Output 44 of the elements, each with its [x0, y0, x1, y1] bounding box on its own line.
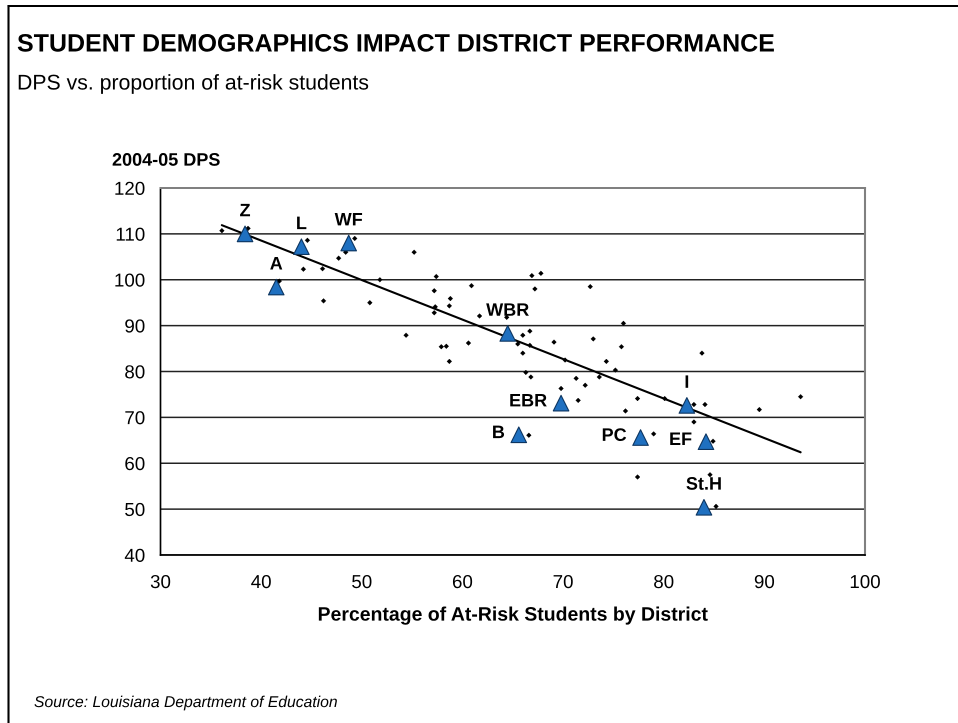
- point: [293, 238, 310, 256]
- data-label: WBR: [486, 303, 529, 316]
- data-label: A: [270, 257, 282, 270]
- point: [499, 325, 516, 342]
- point: [632, 429, 649, 446]
- point: [678, 397, 696, 414]
- x-tick-label: 40: [251, 574, 271, 588]
- y-tick-label: 110: [116, 228, 144, 241]
- x-tick-label: 30: [150, 574, 170, 588]
- x-tick-label: 80: [654, 574, 674, 588]
- source-note: Source: Louisiana Department of Education: [34, 696, 337, 710]
- point: [552, 394, 570, 412]
- data-label: WF: [334, 212, 362, 226]
- y-tick-label: 40: [124, 548, 144, 562]
- point: [340, 234, 358, 252]
- y-tick-label: 70: [125, 411, 144, 424]
- point: [696, 498, 712, 516]
- chart-title: STUDENT DEMOGRAPHICS IMPACT DISTRICT PERFORMANCE: [18, 34, 774, 52]
- data-label: St.H: [686, 477, 721, 490]
- data-label: EBR: [510, 394, 547, 406]
- x-tick-label: 50: [352, 574, 372, 588]
- point: [698, 433, 714, 450]
- y-axis-title: 2004-05 DPS: [112, 153, 220, 166]
- y-tick-label: 90: [125, 319, 144, 333]
- data-label: B: [493, 426, 504, 438]
- x-tick-label: 100: [850, 574, 880, 588]
- data-label: PC: [602, 428, 626, 442]
- x-tick-label: 60: [452, 574, 472, 588]
- x-axis-title: Percentage of At-Risk Students by District: [318, 606, 708, 625]
- y-tick-label: 80: [125, 365, 144, 378]
- data-label: EF: [670, 432, 692, 445]
- chart-subtitle: DPS vs. proportion of at-risk students: [18, 74, 368, 94]
- x-tick-label: 90: [754, 574, 774, 588]
- data-label: L: [297, 216, 306, 230]
- y-tick-label: 60: [125, 456, 144, 470]
- data-label: Z: [240, 204, 250, 216]
- point: [236, 226, 254, 242]
- x-tick-label: 70: [554, 574, 573, 588]
- y-tick-label: 50: [125, 502, 144, 516]
- point: [268, 278, 285, 296]
- point: [510, 426, 528, 444]
- y-tick-label: 120: [115, 182, 144, 195]
- y-tick-label: 100: [115, 273, 144, 287]
- data-label: I: [686, 375, 688, 388]
